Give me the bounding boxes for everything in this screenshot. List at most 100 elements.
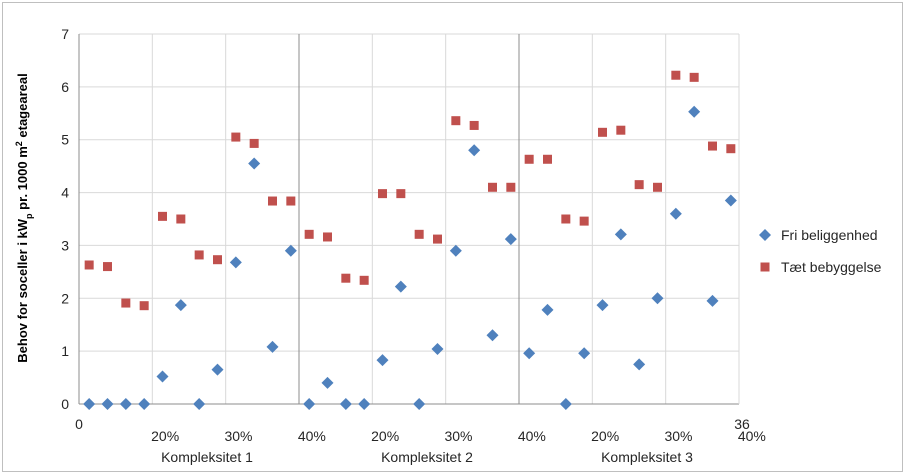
data-point-taet-bebyggelse <box>671 70 681 80</box>
data-point-fri-beliggenhed <box>449 244 462 257</box>
data-point-taet-bebyggelse <box>286 196 296 206</box>
data-point-fri-beliggenhed <box>504 233 517 246</box>
legend: Fri beliggenhed Tæt bebyggelse <box>759 227 882 275</box>
legend-label: Fri beliggenhed <box>781 227 878 243</box>
group-label: Kompleksitet 2 <box>381 449 473 465</box>
data-point-fri-beliggenhed <box>321 376 334 389</box>
data-point-taet-bebyggelse <box>708 141 717 151</box>
data-point-fri-beliggenhed <box>303 398 316 410</box>
data-point-fri-beliggenhed <box>596 299 609 312</box>
x-tick-label: 36 <box>734 416 750 432</box>
data-point-taet-bebyggelse <box>451 116 461 126</box>
y-tick-label: 2 <box>61 290 69 306</box>
data-point-fri-beliggenhed <box>651 292 664 305</box>
data-point-fri-beliggenhed <box>706 294 719 307</box>
data-point-fri-beliggenhed <box>413 398 426 410</box>
data-point-taet-bebyggelse <box>653 182 662 192</box>
y-tick-label: 1 <box>61 343 69 359</box>
data-point-taet-bebyggelse <box>378 189 387 199</box>
y-axis-title: Behov for soceller i kWp pr. 1000 m2 eta… <box>14 73 34 362</box>
y-tick-label: 5 <box>61 132 69 148</box>
data-point-taet-bebyggelse <box>579 216 589 226</box>
data-point-taet-bebyggelse <box>213 255 222 265</box>
x-percent-label: 20% <box>151 428 179 444</box>
x-percent-label: 40% <box>738 428 766 444</box>
data-point-fri-beliggenhed <box>229 256 242 269</box>
data-point-taet-bebyggelse <box>414 229 424 239</box>
data-point-fri-beliggenhed <box>83 398 96 410</box>
data-point-fri-beliggenhed <box>156 370 169 383</box>
axes <box>78 34 740 405</box>
data-point-fri-beliggenhed <box>284 244 297 257</box>
data-point-fri-beliggenhed <box>559 398 572 410</box>
data-point-taet-bebyggelse <box>396 189 406 199</box>
data-point-fri-beliggenhed <box>578 347 591 360</box>
data-point-taet-bebyggelse <box>726 144 736 154</box>
data-point-fri-beliggenhed <box>633 358 646 371</box>
data-point-taet-bebyggelse <box>634 180 644 190</box>
data-point-fri-beliggenhed <box>211 363 224 376</box>
data-point-taet-bebyggelse <box>359 275 369 285</box>
data-point-taet-bebyggelse <box>231 132 241 142</box>
x-percent-label: 30% <box>444 428 472 444</box>
data-point-fri-beliggenhed <box>431 343 444 356</box>
group-label: Kompleksitet 1 <box>161 449 253 465</box>
data-point-taet-bebyggelse <box>268 196 277 206</box>
y-tick-label: 6 <box>61 79 69 95</box>
group-dividers <box>298 34 520 404</box>
data-point-taet-bebyggelse <box>469 120 479 130</box>
y-tick-label: 4 <box>61 185 69 201</box>
data-point-fri-beliggenhed <box>174 299 187 312</box>
x-percent-label: 20% <box>371 428 399 444</box>
legend-label: Tæt bebyggelse <box>781 259 882 275</box>
data-point-fri-beliggenhed <box>614 228 627 241</box>
x-tick-label: 0 <box>75 416 83 432</box>
data-point-fri-beliggenhed <box>669 207 682 220</box>
x-percent-label: 30% <box>664 428 692 444</box>
y-tick-label: 0 <box>61 396 69 412</box>
data-point-taet-bebyggelse <box>103 262 112 272</box>
data-point-fri-beliggenhed <box>358 398 371 410</box>
data-point-taet-bebyggelse <box>543 154 552 164</box>
data-point-fri-beliggenhed <box>248 157 261 170</box>
data-points <box>83 70 737 410</box>
data-point-fri-beliggenhed <box>266 340 279 353</box>
data-point-taet-bebyggelse <box>689 72 699 82</box>
y-tick-label: 7 <box>61 26 69 42</box>
y-tick-labels: 0 1 2 3 4 5 6 7 <box>61 26 69 412</box>
data-point-taet-bebyggelse <box>121 298 131 308</box>
data-point-fri-beliggenhed <box>486 329 499 342</box>
data-point-fri-beliggenhed <box>138 398 151 410</box>
data-point-fri-beliggenhed <box>394 280 407 293</box>
data-point-taet-bebyggelse <box>304 229 314 239</box>
group-label: Kompleksitet 3 <box>601 449 693 465</box>
legend-marker-square <box>760 262 770 272</box>
y-tick-label: 3 <box>61 237 69 253</box>
legend-marker-diamond <box>759 229 771 241</box>
data-point-fri-beliggenhed <box>688 105 701 118</box>
data-point-fri-beliggenhed <box>193 398 206 410</box>
data-point-fri-beliggenhed <box>541 303 554 316</box>
data-point-fri-beliggenhed <box>339 398 352 410</box>
data-point-taet-bebyggelse <box>176 214 186 224</box>
data-point-fri-beliggenhed <box>119 398 132 410</box>
data-point-taet-bebyggelse <box>616 125 626 135</box>
data-point-taet-bebyggelse <box>139 301 149 311</box>
data-point-taet-bebyggelse <box>341 273 351 283</box>
data-point-taet-bebyggelse <box>194 250 204 260</box>
data-point-taet-bebyggelse <box>506 182 516 192</box>
data-point-fri-beliggenhed <box>523 347 536 360</box>
data-point-taet-bebyggelse <box>249 138 259 148</box>
x-percent-label: 40% <box>518 428 546 444</box>
data-point-taet-bebyggelse <box>561 214 571 224</box>
data-point-taet-bebyggelse <box>433 234 442 244</box>
x-percent-label: 40% <box>298 428 326 444</box>
data-point-fri-beliggenhed <box>101 398 114 410</box>
data-point-taet-bebyggelse <box>158 211 167 221</box>
data-point-fri-beliggenhed <box>468 144 481 157</box>
data-point-fri-beliggenhed <box>724 194 737 207</box>
data-point-taet-bebyggelse <box>84 260 94 270</box>
data-point-taet-bebyggelse <box>323 232 332 242</box>
